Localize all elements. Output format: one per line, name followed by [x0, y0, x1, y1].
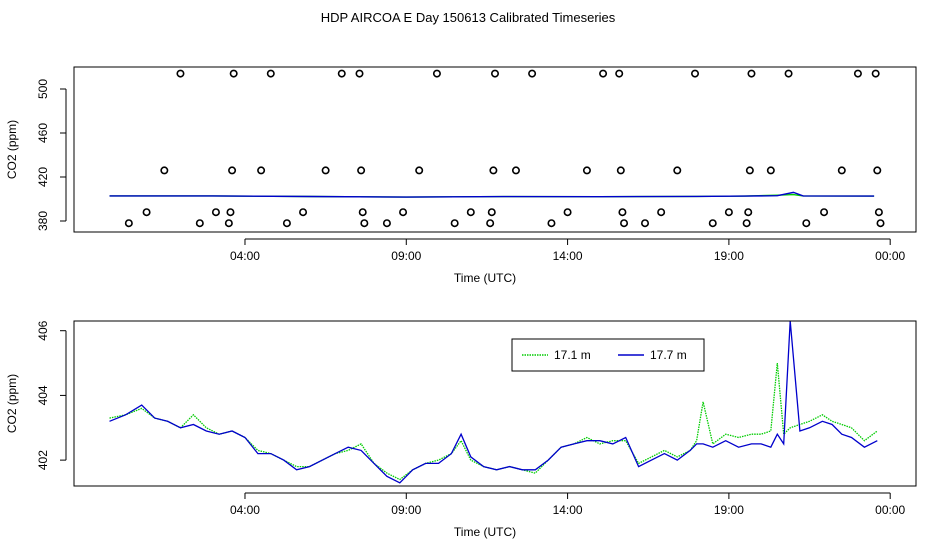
y-tick-label: 406: [36, 320, 50, 340]
data-point: [747, 69, 756, 78]
data-point: [299, 208, 308, 217]
data-point: [486, 219, 495, 228]
data-point: [466, 208, 475, 217]
legend-label: 17.1 m: [554, 348, 591, 362]
data-point: [226, 208, 235, 217]
data-point: [853, 69, 862, 78]
data-point: [321, 166, 330, 175]
x-axis-label: Time (UTC): [454, 271, 516, 285]
data-point: [224, 219, 233, 228]
data-point: [618, 208, 627, 217]
data-point: [355, 69, 364, 78]
data-point: [745, 166, 754, 175]
data-point: [766, 166, 775, 175]
data-point: [432, 69, 441, 78]
data-point: [357, 166, 366, 175]
legend-box: [511, 338, 705, 372]
plot-area: [109, 69, 885, 228]
x-tick-label: 00:00: [875, 503, 905, 517]
data-point: [528, 69, 537, 78]
data-point: [195, 219, 204, 228]
data-point: [360, 219, 369, 228]
data-point: [802, 219, 811, 228]
data-point: [124, 219, 133, 228]
data-point: [837, 166, 846, 175]
data-point: [673, 166, 682, 175]
y-tick-label: 402: [36, 450, 50, 470]
data-point: [563, 208, 572, 217]
data-point: [228, 166, 237, 175]
data-point: [211, 208, 220, 217]
data-point: [450, 219, 459, 228]
data-point: [382, 219, 391, 228]
top-panel: 04:00 09:00 14:00 19:00 00:00 380 420 460 500 Tim…: [5, 66, 917, 285]
data-point: [599, 69, 608, 78]
y-axis-label: CO2 (ppm): [5, 374, 19, 433]
data-point: [641, 219, 650, 228]
data-point: [657, 208, 666, 217]
y-tick-label: 420: [36, 167, 50, 187]
data-point: [582, 166, 591, 175]
y-axis-label: CO2 (ppm): [5, 120, 19, 179]
data-point: [784, 69, 793, 78]
data-point: [547, 219, 556, 228]
data-point: [282, 219, 291, 228]
x-tick-label: 04:00: [230, 249, 260, 263]
data-point: [876, 219, 885, 228]
x-tick-label: 09:00: [391, 503, 421, 517]
data-point: [142, 208, 151, 217]
figure-title: HDP AIRCOA E Day 150613 Calibrated Times…: [321, 10, 616, 25]
data-point: [489, 166, 498, 175]
x-tick-label: 19:00: [714, 249, 744, 263]
plot-frame: [73, 320, 917, 487]
data-point: [229, 69, 238, 78]
x-tick-label: 09:00: [391, 249, 421, 263]
data-point: [744, 208, 753, 217]
x-tick-label: 04:00: [230, 503, 260, 517]
data-point: [160, 166, 169, 175]
data-point: [691, 69, 700, 78]
data-point: [415, 166, 424, 175]
y-tick-label: 500: [36, 79, 50, 99]
data-point: [358, 208, 367, 217]
series-line-17-1-m: [109, 363, 878, 481]
data-point: [337, 69, 346, 78]
y-tick-label: 404: [36, 385, 50, 405]
data-point: [873, 166, 882, 175]
legend: 17.1 m 17.7 m: [511, 338, 705, 372]
x-axis-label: Time (UTC): [454, 525, 516, 539]
data-point: [708, 219, 717, 228]
data-point: [487, 208, 496, 217]
data-point: [511, 166, 520, 175]
data-point: [616, 166, 625, 175]
x-tick-label: 00:00: [875, 249, 905, 263]
data-point: [176, 69, 185, 78]
legend-label: 17.7 m: [650, 348, 687, 362]
data-point: [257, 166, 266, 175]
data-point: [490, 69, 499, 78]
data-point: [874, 208, 883, 217]
plot-area: [109, 321, 878, 484]
x-tick-label: 14:00: [553, 249, 583, 263]
data-point: [266, 69, 275, 78]
data-point: [724, 208, 733, 217]
x-tick-label: 19:00: [714, 503, 744, 517]
y-tick-label: 460: [36, 123, 50, 143]
x-tick-label: 14:00: [553, 503, 583, 517]
data-point: [399, 208, 408, 217]
data-point: [871, 69, 880, 78]
data-point: [742, 219, 751, 228]
plot-frame: [73, 66, 917, 233]
data-point: [620, 219, 629, 228]
data-point: [820, 208, 829, 217]
series-line-1: [109, 191, 875, 198]
bottom-panel: 04:00 09:00 14:00 19:00 00:00 402 404 406 Time (…: [5, 320, 917, 539]
data-point: [615, 69, 624, 78]
series-line-17-7-m: [109, 321, 878, 484]
y-tick-label: 380: [36, 211, 50, 231]
